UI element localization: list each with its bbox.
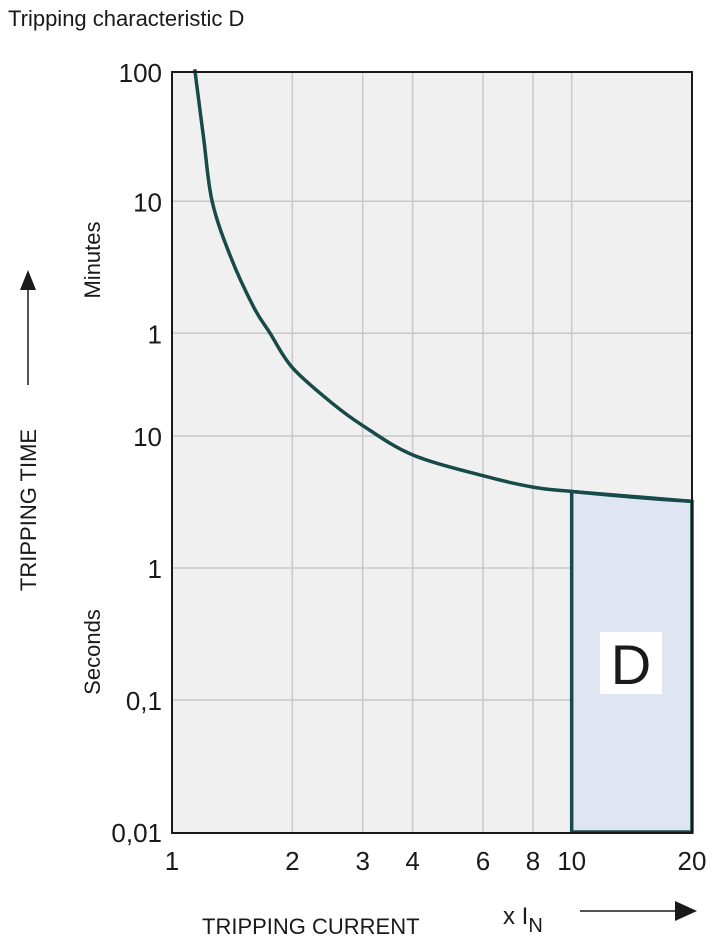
x-axis-label: TRIPPING CURRENT	[202, 914, 420, 939]
x-tick-label: 2	[285, 846, 299, 876]
x-tick-label: 10	[557, 846, 586, 876]
y-tick-label: 1	[148, 319, 162, 349]
x-tick-label: 1	[165, 846, 179, 876]
plot-frame	[171, 71, 693, 834]
x-unit-sub: N	[528, 915, 542, 937]
y-tick-label: 100	[119, 58, 162, 88]
region-label-box	[600, 632, 662, 694]
y-tick-label: 1	[148, 554, 162, 584]
y-group-seconds: Seconds	[80, 609, 105, 695]
y-arrow-head	[20, 270, 36, 290]
y-tick-label: 0,01	[111, 818, 162, 848]
svg-text:x IN: x IN	[503, 903, 543, 937]
y-group-minutes: Minutes	[80, 221, 105, 298]
x-tick-label: 20	[678, 846, 707, 876]
region-label: D	[611, 633, 651, 696]
x-tick-label: 6	[476, 846, 490, 876]
series-line	[193, 69, 693, 504]
x-tick-label: 4	[405, 846, 419, 876]
y-axis-label: TRIPPING TIME	[16, 429, 41, 591]
chart-title: Tripping characteristic D	[8, 6, 244, 31]
x-tick-label: 8	[526, 846, 540, 876]
y-tick-label: 10	[133, 187, 162, 217]
x-tick-label: 3	[355, 846, 369, 876]
x-unit: x I	[503, 903, 528, 930]
y-tick-label: 0,1	[126, 686, 162, 716]
x-arrow-head	[675, 901, 697, 921]
y-tick-label: 10	[133, 422, 162, 452]
